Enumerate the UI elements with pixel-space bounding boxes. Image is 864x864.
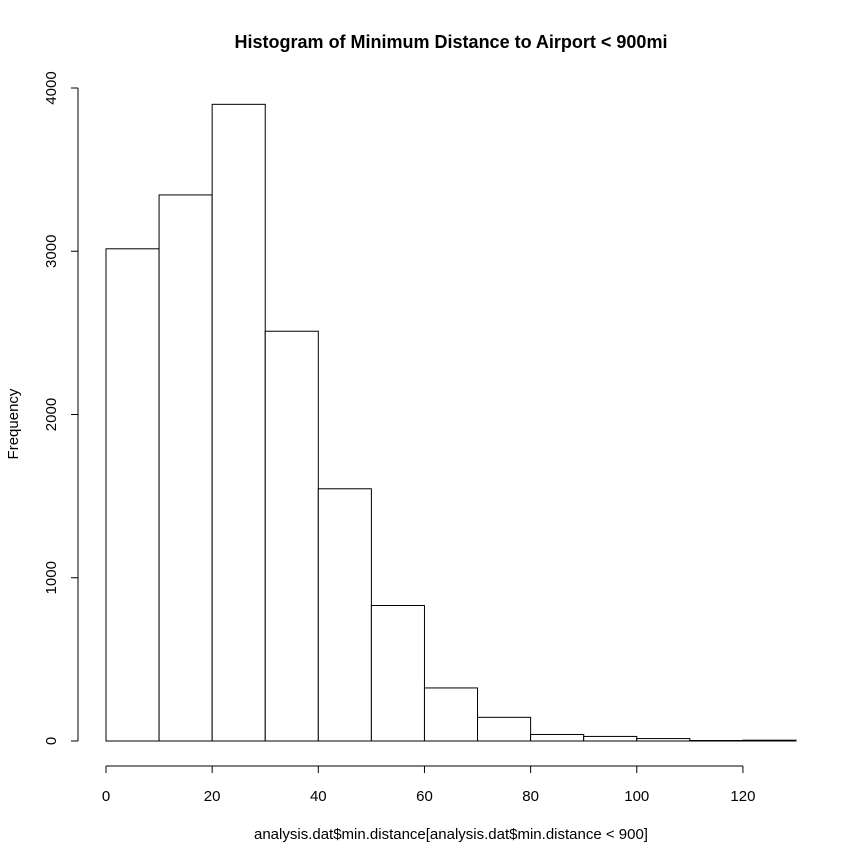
histogram-bar xyxy=(583,735,638,742)
histogram-bar xyxy=(689,740,744,742)
histogram-bar xyxy=(317,488,372,742)
histogram-bar xyxy=(530,733,585,742)
bars-group xyxy=(105,103,797,742)
x-tick-label: 100 xyxy=(624,788,649,805)
histogram-bar xyxy=(105,248,160,742)
y-tick-label: 4000 xyxy=(43,71,60,104)
histogram-bar xyxy=(477,716,532,742)
x-axis-label: analysis.dat$min.distance[analysis.dat$m… xyxy=(254,826,648,843)
histogram-bar xyxy=(370,605,425,742)
y-tick-label: 3000 xyxy=(43,235,60,268)
x-tick-label: 0 xyxy=(102,788,110,805)
x-axis: 0 20 40 60 80 100 120 xyxy=(102,765,755,805)
y-axis: 0 1000 2000 3000 4000 xyxy=(43,71,79,745)
y-tick-label: 1000 xyxy=(43,561,60,594)
histogram-bar xyxy=(158,194,213,742)
histogram-bar xyxy=(211,103,266,742)
y-tick-label: 0 xyxy=(43,737,60,745)
histogram-bar xyxy=(423,687,479,742)
x-tick-label: 60 xyxy=(416,788,433,805)
histogram-bar xyxy=(636,738,691,742)
chart-title: Histogram of Minimum Distance to Airport… xyxy=(235,32,668,52)
y-tick-label: 2000 xyxy=(43,398,60,431)
y-axis-label: Frequency xyxy=(5,388,22,459)
x-tick-label: 20 xyxy=(204,788,221,805)
x-tick-label: 80 xyxy=(522,788,539,805)
x-tick-label: 120 xyxy=(730,788,755,805)
histogram-bar xyxy=(742,739,797,742)
x-tick-label: 40 xyxy=(310,788,327,805)
histogram-bar xyxy=(264,330,319,742)
